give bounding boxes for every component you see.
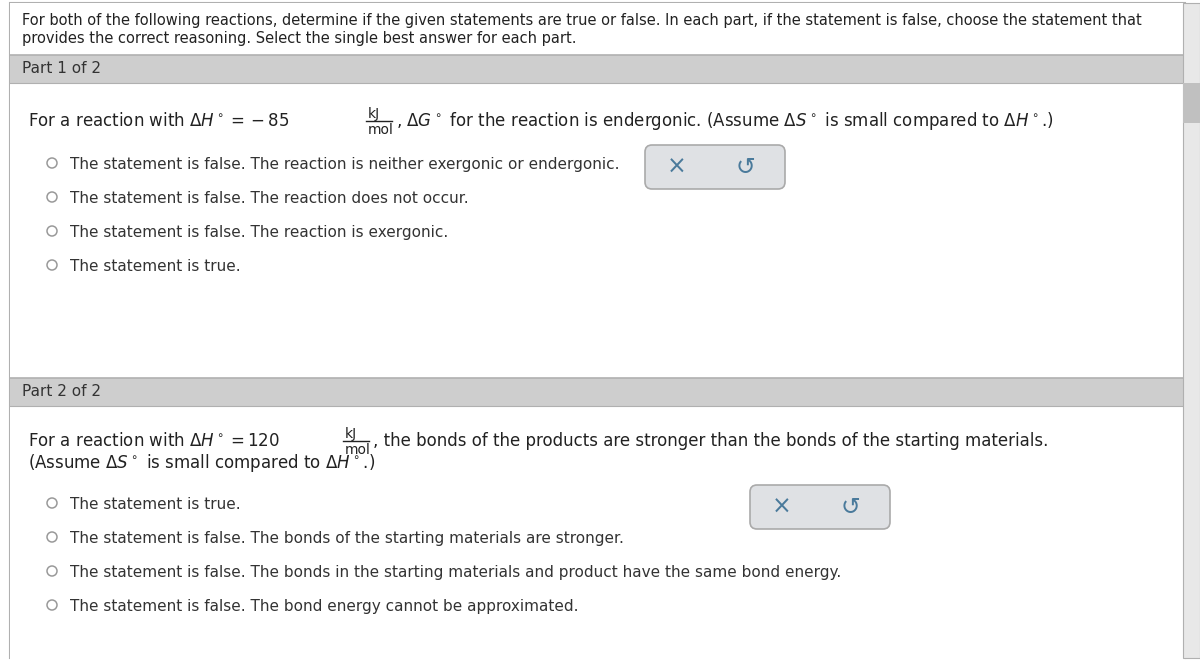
Text: The statement is false. The reaction does not occur.: The statement is false. The reaction doe… [70,191,469,206]
Text: mol: mol [368,123,394,137]
Text: provides the correct reasoning. Select the single best answer for each part.: provides the correct reasoning. Select t… [22,31,576,46]
Text: kJ: kJ [346,427,358,441]
Text: ↺: ↺ [736,155,755,179]
Text: ×: × [772,495,792,519]
Text: The statement is false. The reaction is neither exergonic or endergonic.: The statement is false. The reaction is … [70,157,619,172]
Text: The statement is true.: The statement is true. [70,497,241,512]
Bar [10,3,1186,55]
Text: For a reaction with $\Delta H^\circ = 120\,$: For a reaction with $\Delta H^\circ = 12… [28,432,280,450]
Bar [1183,83,1200,123]
Text: For both of the following reactions, determine if the given statements are true : For both of the following reactions, det… [22,13,1141,28]
FancyBboxPatch shape [646,145,785,189]
Text: Part 1 of 2: Part 1 of 2 [22,61,101,76]
FancyBboxPatch shape [750,485,890,529]
Text: The statement is false. The bonds in the starting materials and product have the: The statement is false. The bonds in the… [70,565,841,580]
Text: ×: × [667,155,686,179]
Text: The statement is false. The bond energy cannot be approximated.: The statement is false. The bond energy … [70,599,578,614]
Bar [10,55,1186,83]
Text: , the bonds of the products are stronger than the bonds of the starting material: , the bonds of the products are stronger… [373,432,1049,450]
Text: Part 2 of 2: Part 2 of 2 [22,384,101,399]
Bar [10,406,1186,661]
Text: mol: mol [346,443,371,457]
Bar [10,378,1186,406]
Text: The statement is true.: The statement is true. [70,259,241,274]
Bar [1183,3,1200,658]
Bar [10,83,1186,378]
Text: The statement is false. The reaction is exergonic.: The statement is false. The reaction is … [70,225,449,240]
Text: The statement is false. The bonds of the starting materials are stronger.: The statement is false. The bonds of the… [70,531,624,546]
Text: For a reaction with $\Delta H^\circ = -85\,$: For a reaction with $\Delta H^\circ = -8… [28,112,289,130]
Text: (Assume $\Delta S^\circ$ is small compared to $\Delta H^\circ$.): (Assume $\Delta S^\circ$ is small compar… [28,452,376,474]
Text: ↺: ↺ [840,495,860,519]
Text: , $\Delta G^\circ$ for the reaction is endergonic. (Assume $\Delta S^\circ$ is s: , $\Delta G^\circ$ for the reaction is e… [396,110,1054,132]
Text: kJ: kJ [368,107,380,121]
